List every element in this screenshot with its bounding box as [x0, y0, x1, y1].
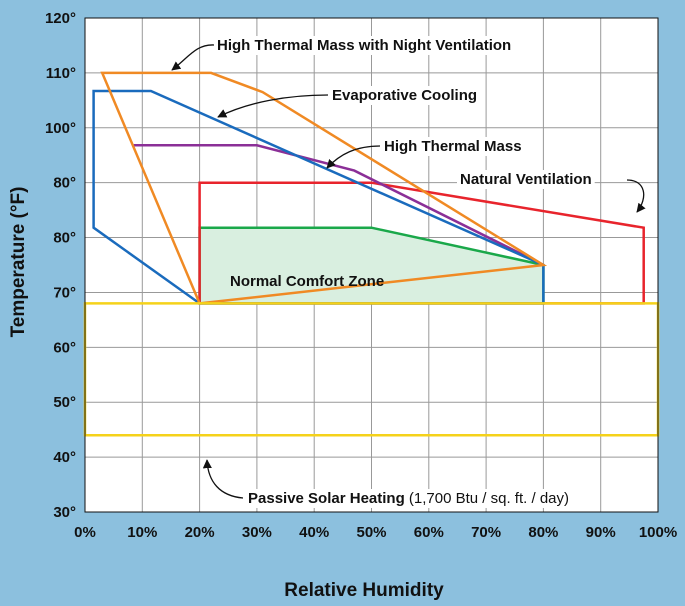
annotation-natural-ventilation: Natural Ventilation — [457, 170, 646, 213]
x-tick-label: 90% — [586, 524, 616, 541]
annotation-label: Evaporative Cooling — [332, 87, 477, 104]
y-axis-ticks: 30° 40° 50° 60° 70° 80° 80° 100° 110° 120° — [45, 10, 76, 521]
x-tick-label: 80% — [528, 524, 558, 541]
x-tick-label: 60% — [414, 524, 444, 541]
annotation-arrow — [217, 94, 329, 118]
y-tick-label: 40° — [53, 449, 76, 466]
y-tick-label: 60° — [53, 339, 76, 356]
annotation-label-main: Passive Solar Heating — [248, 490, 405, 507]
x-tick-label: 40% — [299, 524, 329, 541]
annotation-arrow — [326, 145, 381, 169]
y-tick-label: 80° — [53, 175, 76, 192]
annotation-label: Natural Ventilation — [460, 171, 592, 188]
annotation-arrow — [202, 459, 244, 499]
annotation-label-normal-comfort-zone: Normal Comfort Zone — [230, 273, 384, 290]
climate-zones — [83, 71, 660, 437]
x-tick-label: 0% — [74, 524, 96, 541]
x-tick-label: 10% — [127, 524, 157, 541]
y-tick-label: 110° — [46, 65, 76, 82]
annotation-evaporative-cooling: Evaporative Cooling — [217, 86, 481, 118]
plot-frame — [84, 17, 659, 513]
y-tick-label: 50° — [53, 394, 76, 411]
x-tick-label: 70% — [471, 524, 501, 541]
annotation-label-note: (1,700 Btu / sq. ft. / day) — [405, 490, 569, 507]
x-tick-label: 20% — [185, 524, 215, 541]
y-axis-label: Temperature (°F) — [8, 187, 29, 338]
annotation-label: High Thermal Mass — [384, 138, 522, 155]
x-tick-label: 50% — [356, 524, 386, 541]
zone-high-thermal-mass — [133, 144, 544, 267]
y-tick-label: 100° — [45, 120, 76, 137]
y-tick-label: 80° — [53, 230, 76, 247]
y-tick-label: 120° — [45, 10, 76, 27]
annotation-label: High Thermal Mass with Night Ventilation — [217, 37, 511, 54]
x-axis-ticks: 0% 10% 20% 30% 40% 50% 60% 70% 80% 90% 100% — [74, 524, 677, 541]
annotation-label: Passive Solar Heating (1,700 Btu / sq. f… — [248, 490, 569, 507]
x-tick-label: 30% — [242, 524, 272, 541]
y-tick-label: 70° — [53, 284, 76, 301]
x-axis-label: Relative Humidity — [284, 580, 444, 601]
zone-high-thermal-mass-with-night-ventilation — [100, 71, 548, 305]
annotation-high-thermal-mass: High Thermal Mass — [326, 137, 525, 169]
annotation-arrow — [171, 44, 215, 71]
annotation-night-ventilation: High Thermal Mass with Night Ventilation — [171, 36, 515, 71]
annotation-arrow — [626, 179, 646, 213]
annotation-passive-solar-heating: Passive Solar Heating (1,700 Btu / sq. f… — [202, 459, 573, 508]
y-tick-label: 30° — [53, 504, 76, 521]
x-tick-label: 100% — [639, 524, 677, 541]
